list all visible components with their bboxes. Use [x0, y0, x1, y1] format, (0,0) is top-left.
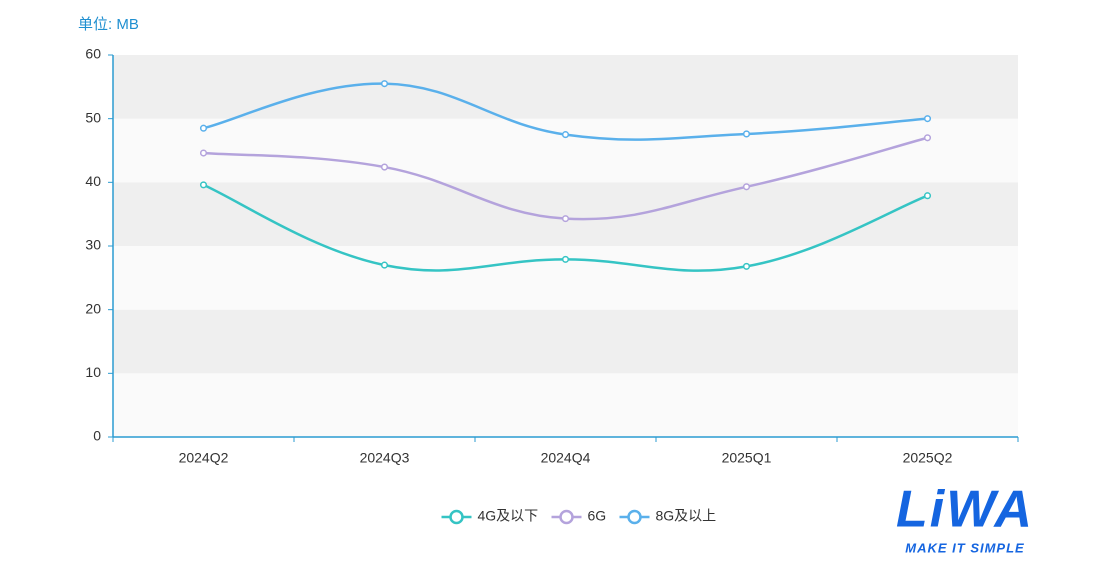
- point: [561, 255, 570, 263]
- legend-label: 8G及以上: [656, 508, 717, 524]
- point: [199, 149, 208, 157]
- y-tick-label: 40: [85, 173, 101, 189]
- point: [199, 124, 208, 132]
- grid-band: [113, 118, 1018, 183]
- legend-symbol: [559, 509, 574, 525]
- y-tick-label: 50: [85, 109, 101, 125]
- grid-band: [113, 182, 1018, 246]
- x-tick-label: 2024Q3: [360, 450, 410, 466]
- grid-band: [113, 55, 1018, 119]
- x-tick-label: 2025Q1: [722, 450, 772, 466]
- y-tick-label: 20: [85, 300, 101, 316]
- point: [923, 115, 932, 123]
- grid-band: [113, 309, 1018, 374]
- legend-item[interactable]: 8G及以上: [619, 508, 717, 525]
- logo: LiWA: [896, 481, 1034, 539]
- point: [380, 80, 389, 88]
- unit-label: 单位: MB: [78, 16, 139, 33]
- point: [199, 181, 208, 189]
- point: [561, 215, 570, 223]
- point: [742, 262, 751, 270]
- logo-tagline: MAKE IT SIMPLE: [905, 540, 1024, 555]
- point: [923, 192, 932, 200]
- legend-symbol: [627, 509, 642, 525]
- legend-item[interactable]: 4G及以下: [441, 508, 539, 525]
- grid-band: [113, 246, 1018, 310]
- legend-label: 6G: [588, 508, 607, 524]
- x-tick-label: 2024Q4: [541, 450, 591, 466]
- point: [742, 130, 751, 138]
- y-tick-label: 60: [85, 46, 101, 62]
- x-tick-label: 2024Q2: [179, 450, 229, 466]
- point: [561, 131, 570, 139]
- legend-item[interactable]: 6G: [551, 508, 607, 525]
- x-tick-label: 2025Q2: [903, 450, 953, 466]
- grid-band: [113, 373, 1018, 437]
- y-tick-label: 10: [85, 364, 101, 380]
- y-tick-label: 0: [93, 428, 101, 444]
- y-tick-label: 30: [85, 237, 101, 253]
- point: [380, 163, 389, 171]
- point: [742, 183, 751, 191]
- point: [923, 134, 932, 142]
- legend-label: 4G及以下: [478, 508, 539, 524]
- plot-background: [113, 55, 1018, 437]
- legend-symbol: [449, 509, 464, 525]
- point: [380, 261, 389, 269]
